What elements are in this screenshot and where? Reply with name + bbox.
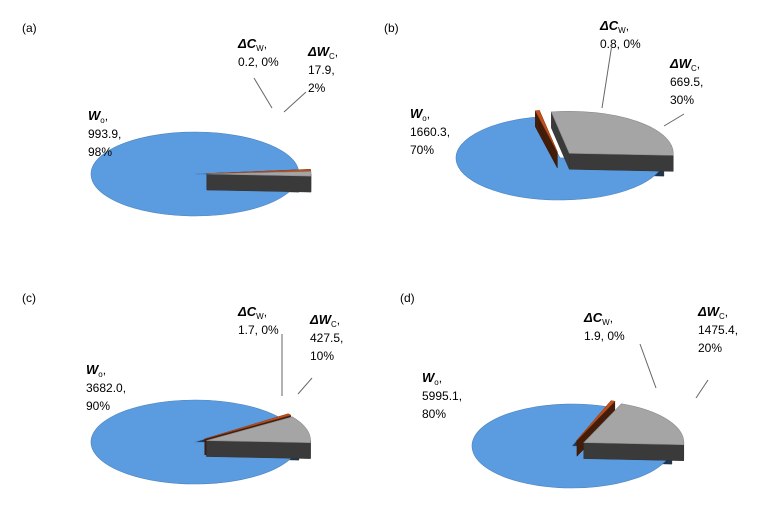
- slice-label-dCw: ΔCW, 0.8, 0%: [599, 18, 641, 51]
- slice-symbol: ΔC: [599, 18, 619, 33]
- leader-line: [283, 91, 307, 113]
- slice-comma: ,: [610, 311, 613, 325]
- slice-dWc: [550, 110, 674, 172]
- slice-label-dCw: ΔCW, 0.2, 0%: [237, 36, 279, 69]
- slice-percent: 70%: [410, 143, 434, 157]
- panel-label: (a): [22, 21, 37, 35]
- slice-comma: ,: [105, 109, 108, 123]
- slice-label-dCw: ΔCW, 1.7, 0%: [237, 304, 279, 337]
- slice-dWc: [206, 416, 311, 459]
- slice-value: 1475.4,: [698, 323, 738, 337]
- pie-panel-1: (b)Wo, 1660.3, 70%ΔCW, 0.8, 0%ΔWC, 669.5, 30%: [384, 18, 703, 201]
- slice-value: 1.9, 0%: [584, 329, 625, 343]
- slice-comma: ,: [264, 305, 267, 319]
- slice-label-Wo: Wo, 1660.3, 70%: [410, 106, 450, 157]
- slice-comma: ,: [264, 37, 267, 51]
- slice-percent: 10%: [310, 349, 334, 363]
- slice-symbol: ΔC: [583, 310, 603, 325]
- slice-label-Wo: Wo, 993.9, 98%: [88, 108, 121, 159]
- slice-comma: ,: [335, 45, 338, 59]
- slice-subscript: C: [329, 52, 335, 61]
- slice-dCw: [534, 110, 558, 168]
- slice-value: 0.8, 0%: [600, 37, 641, 51]
- leader-line: [601, 43, 613, 109]
- panel-label: (c): [22, 291, 36, 305]
- slice-comma: ,: [439, 371, 442, 385]
- slice-dWc: [583, 403, 685, 461]
- slice-comma: ,: [626, 19, 629, 33]
- slice-symbol: W: [88, 108, 102, 123]
- slice-comma: ,: [337, 313, 340, 327]
- slice-symbol: ΔW: [697, 304, 721, 319]
- slice-value: 3682.0,: [86, 381, 126, 395]
- slice-subscript: C: [719, 312, 725, 321]
- slice-comma: ,: [427, 107, 430, 121]
- slice-value: 5995.1,: [422, 389, 462, 403]
- panel-label: (b): [384, 21, 399, 35]
- slice-value: 993.9,: [88, 127, 121, 141]
- slice-subscript: C: [691, 64, 697, 73]
- slice-subscript: o: [100, 116, 105, 125]
- slice-symbol: ΔW: [309, 312, 333, 327]
- slice-comma: ,: [725, 305, 728, 319]
- slice-symbol: ΔW: [307, 44, 331, 59]
- slice-percent: 90%: [86, 399, 110, 413]
- slice-subscript: o: [434, 378, 439, 387]
- slice-percent: 20%: [698, 341, 722, 355]
- slice-value: 0.2, 0%: [238, 55, 279, 69]
- slice-percent: 2%: [308, 81, 326, 95]
- panel-label: (d): [400, 291, 415, 305]
- slice-symbol: ΔC: [237, 36, 257, 51]
- slice-symbol: W: [86, 362, 100, 377]
- slice-subscript: W: [618, 26, 626, 35]
- slice-label-dWc: ΔWC, 17.9, 2%: [307, 44, 338, 95]
- leader-line: [663, 113, 685, 127]
- slice-label-Wo: Wo, 3682.0, 90%: [86, 362, 126, 413]
- slice-label-dWc: ΔWC, 669.5, 30%: [669, 56, 703, 107]
- slice-value: 669.5,: [670, 75, 703, 89]
- slice-dWc: [206, 171, 312, 193]
- slice-percent: 98%: [88, 145, 112, 159]
- leader-line: [639, 343, 657, 389]
- slice-label-dWc: ΔWC, 1475.4, 20%: [697, 304, 738, 355]
- slice-subscript: W: [256, 44, 264, 53]
- slice-label-dCw: ΔCW, 1.9, 0%: [583, 310, 625, 343]
- slice-label-dWc: ΔWC, 427.5, 10%: [309, 312, 343, 363]
- slice-symbol: W: [422, 370, 436, 385]
- pie-panel-2: (c)Wo, 3682.0, 90%ΔCW, 1.7, 0%ΔWC, 427.5, 10%: [22, 291, 343, 485]
- slice-percent: 80%: [422, 407, 446, 421]
- slice-value: 17.9,: [308, 63, 335, 77]
- slice-comma: ,: [103, 363, 106, 377]
- slice-percent: 30%: [670, 93, 694, 107]
- slice-value: 1660.3,: [410, 125, 450, 139]
- slice-subscript: W: [602, 318, 610, 327]
- slice-symbol: ΔC: [237, 304, 257, 319]
- slice-comma: ,: [697, 57, 700, 71]
- leader-line: [253, 77, 273, 109]
- slice-symbol: ΔW: [669, 56, 693, 71]
- leader-line: [695, 379, 709, 399]
- slice-subscript: C: [331, 320, 337, 329]
- slice-symbol: W: [410, 106, 424, 121]
- slice-value: 427.5,: [310, 331, 343, 345]
- slice-subscript: o: [422, 114, 427, 123]
- slice-subscript: W: [256, 312, 264, 321]
- slice-label-Wo: Wo, 5995.1, 80%: [422, 370, 462, 421]
- slice-subscript: o: [98, 370, 103, 379]
- pie-panel-0: (a)Wo, 993.9, 98%ΔCW, 0.2, 0%ΔWC, 17.9, 2%: [22, 21, 338, 217]
- leader-line: [297, 377, 313, 395]
- slice-value: 1.7, 0%: [238, 323, 279, 337]
- pie-panel-3: (d)Wo, 5995.1, 80%ΔCW, 1.9, 0%ΔWC, 1475.4, 20…: [400, 291, 738, 489]
